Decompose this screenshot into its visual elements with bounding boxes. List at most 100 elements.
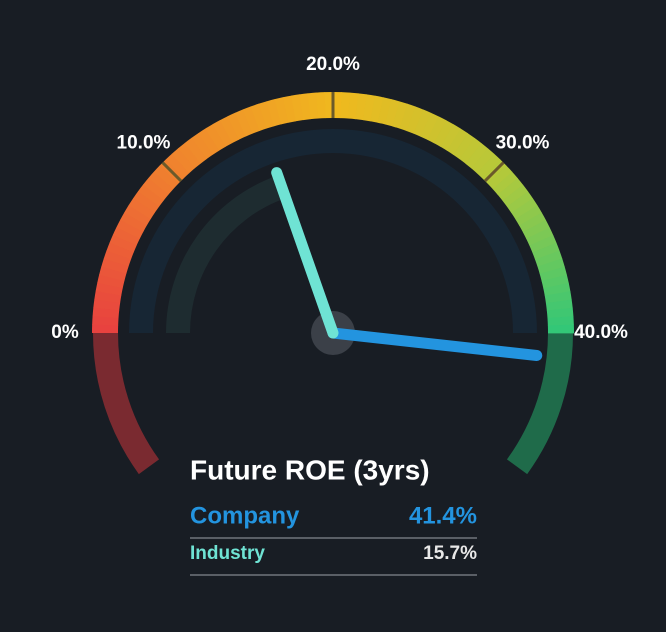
- company-track: [129, 129, 537, 333]
- tick-label: 10.0%: [117, 133, 171, 154]
- gauge-segment: [116, 219, 144, 239]
- gauge-segment: [543, 282, 571, 297]
- industry-track: [166, 175, 286, 333]
- gauge-segment: [171, 148, 196, 174]
- gauge-segment: [420, 112, 440, 140]
- gauge-segment: [476, 153, 501, 179]
- gauge-segment: [138, 184, 164, 207]
- legend-label: Company: [190, 502, 300, 529]
- gauge-segment: [377, 97, 392, 125]
- gauge-segment: [99, 266, 127, 281]
- gauge-segment: [97, 274, 125, 289]
- gauge-segment: [219, 116, 240, 144]
- gauge-segment: [362, 94, 376, 122]
- gauge-segment: [532, 242, 560, 260]
- legend-value: 41.4%: [409, 502, 477, 529]
- gauge-segment: [234, 109, 253, 137]
- gauge-segment: [274, 97, 289, 125]
- gauge-segment: [95, 282, 123, 296]
- gauge-segment: [539, 266, 567, 282]
- gauge-segment: [446, 128, 469, 155]
- gauge-segment: [148, 171, 174, 195]
- gauge-segment: [547, 324, 574, 334]
- gauge-arcs: [92, 91, 574, 475]
- tick-label: 30.0%: [496, 133, 550, 154]
- needle: [271, 167, 339, 339]
- gauge-segment: [291, 94, 304, 122]
- legend-label: Industry: [190, 543, 265, 564]
- gauge-segment: [547, 316, 574, 326]
- needle: [327, 327, 543, 361]
- gauge-segment: [370, 95, 384, 123]
- gauge-segment: [497, 178, 524, 201]
- gauge-extension: [506, 333, 573, 475]
- gauge-segment: [347, 92, 359, 120]
- gauge-segment: [385, 99, 400, 127]
- gauge-segment: [406, 106, 424, 134]
- gauge-segment: [392, 101, 408, 129]
- gauge-segment: [492, 171, 518, 196]
- gauge-segment: [92, 315, 119, 326]
- gauge-segment: [546, 307, 574, 319]
- gauge-segment: [106, 242, 134, 260]
- gauge-segment: [515, 205, 542, 226]
- gauge-segment: [282, 95, 297, 123]
- gauge-segment: [250, 103, 267, 131]
- gauge-segment: [519, 212, 546, 233]
- gauge-segment: [191, 132, 214, 160]
- gauge-segment: [413, 109, 432, 137]
- gauge-segment: [529, 234, 557, 253]
- tick-label: 40.0%: [574, 322, 628, 343]
- gauge-segment: [440, 124, 462, 151]
- gauge-segment: [427, 116, 447, 144]
- gauge-segment: [205, 124, 226, 151]
- gauge-segment: [399, 103, 416, 132]
- gauge-segment: [333, 92, 342, 119]
- gauge-segment: [453, 133, 475, 160]
- gauge-segment: [165, 153, 190, 179]
- gauge-segment: [299, 93, 311, 121]
- gauge-segment: [101, 258, 129, 274]
- gauge-segment: [316, 92, 326, 119]
- tick-label: 20.0%: [306, 54, 360, 75]
- gauge-segment: [526, 227, 554, 246]
- gauge-segment: [92, 307, 120, 319]
- gauge-segment: [94, 290, 122, 304]
- gauge-segment: [153, 165, 179, 190]
- gauge-extension: [93, 333, 160, 475]
- gauge-segment: [103, 250, 132, 267]
- gauge-segment: [487, 165, 513, 190]
- gauge-segment: [112, 226, 140, 246]
- tick-label: 0%: [51, 322, 79, 343]
- gauge-segment: [340, 92, 351, 119]
- gauge-segment: [109, 234, 137, 253]
- gauge-segment: [266, 99, 282, 127]
- gauge-segment: [535, 250, 563, 267]
- gauge-segment: [227, 112, 246, 140]
- gauge-segment: [124, 204, 151, 226]
- gauge-segment: [433, 120, 454, 147]
- tick-mark: [161, 161, 183, 183]
- gauge-segment: [120, 212, 147, 233]
- gauge-segment: [133, 191, 160, 213]
- gauge-segment: [92, 324, 119, 333]
- gauge-segment: [506, 191, 534, 214]
- gauge-segment: [541, 274, 569, 289]
- gauge-segment: [178, 142, 201, 169]
- gauge-segment: [502, 184, 529, 207]
- gauge-segment: [324, 91, 334, 119]
- gauge-segment: [471, 148, 495, 174]
- gauge-segment: [212, 120, 233, 147]
- gauge-segment: [544, 291, 572, 304]
- gauge-segment: [198, 128, 220, 155]
- gauge-segment: [307, 92, 319, 120]
- gauge-segment: [143, 177, 169, 201]
- legend-value: 15.7%: [423, 543, 477, 564]
- gauge-segment: [545, 299, 573, 311]
- gauge-segment: [258, 101, 275, 129]
- gauge-segment: [465, 143, 489, 169]
- tick-mark: [483, 161, 505, 183]
- gauge-segment: [522, 219, 550, 240]
- gauge-segment: [242, 106, 260, 134]
